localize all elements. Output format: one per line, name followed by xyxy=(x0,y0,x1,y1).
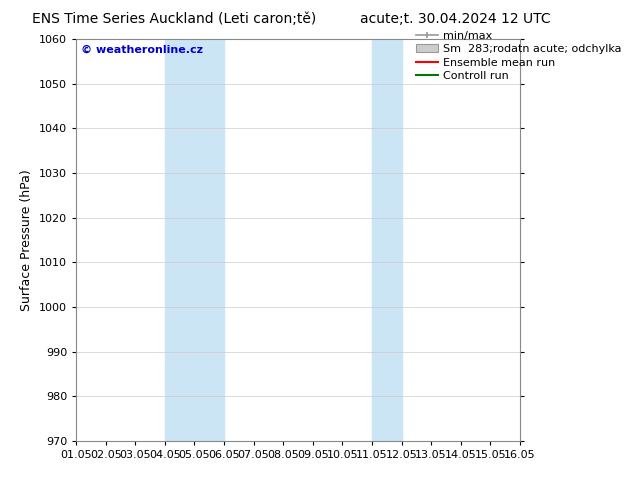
Y-axis label: Surface Pressure (hPa): Surface Pressure (hPa) xyxy=(20,169,34,311)
Text: ENS Time Series Auckland (Leti caron;tě)          acute;t. 30.04.2024 12 UTC: ENS Time Series Auckland (Leti caron;tě)… xyxy=(32,12,551,26)
Text: © weatheronline.cz: © weatheronline.cz xyxy=(81,45,202,55)
Bar xyxy=(372,39,401,441)
Legend: min/max, Sm  283;rodatn acute; odchylka, Ensemble mean run, Controll run: min/max, Sm 283;rodatn acute; odchylka, … xyxy=(412,27,625,84)
Bar xyxy=(165,39,224,441)
